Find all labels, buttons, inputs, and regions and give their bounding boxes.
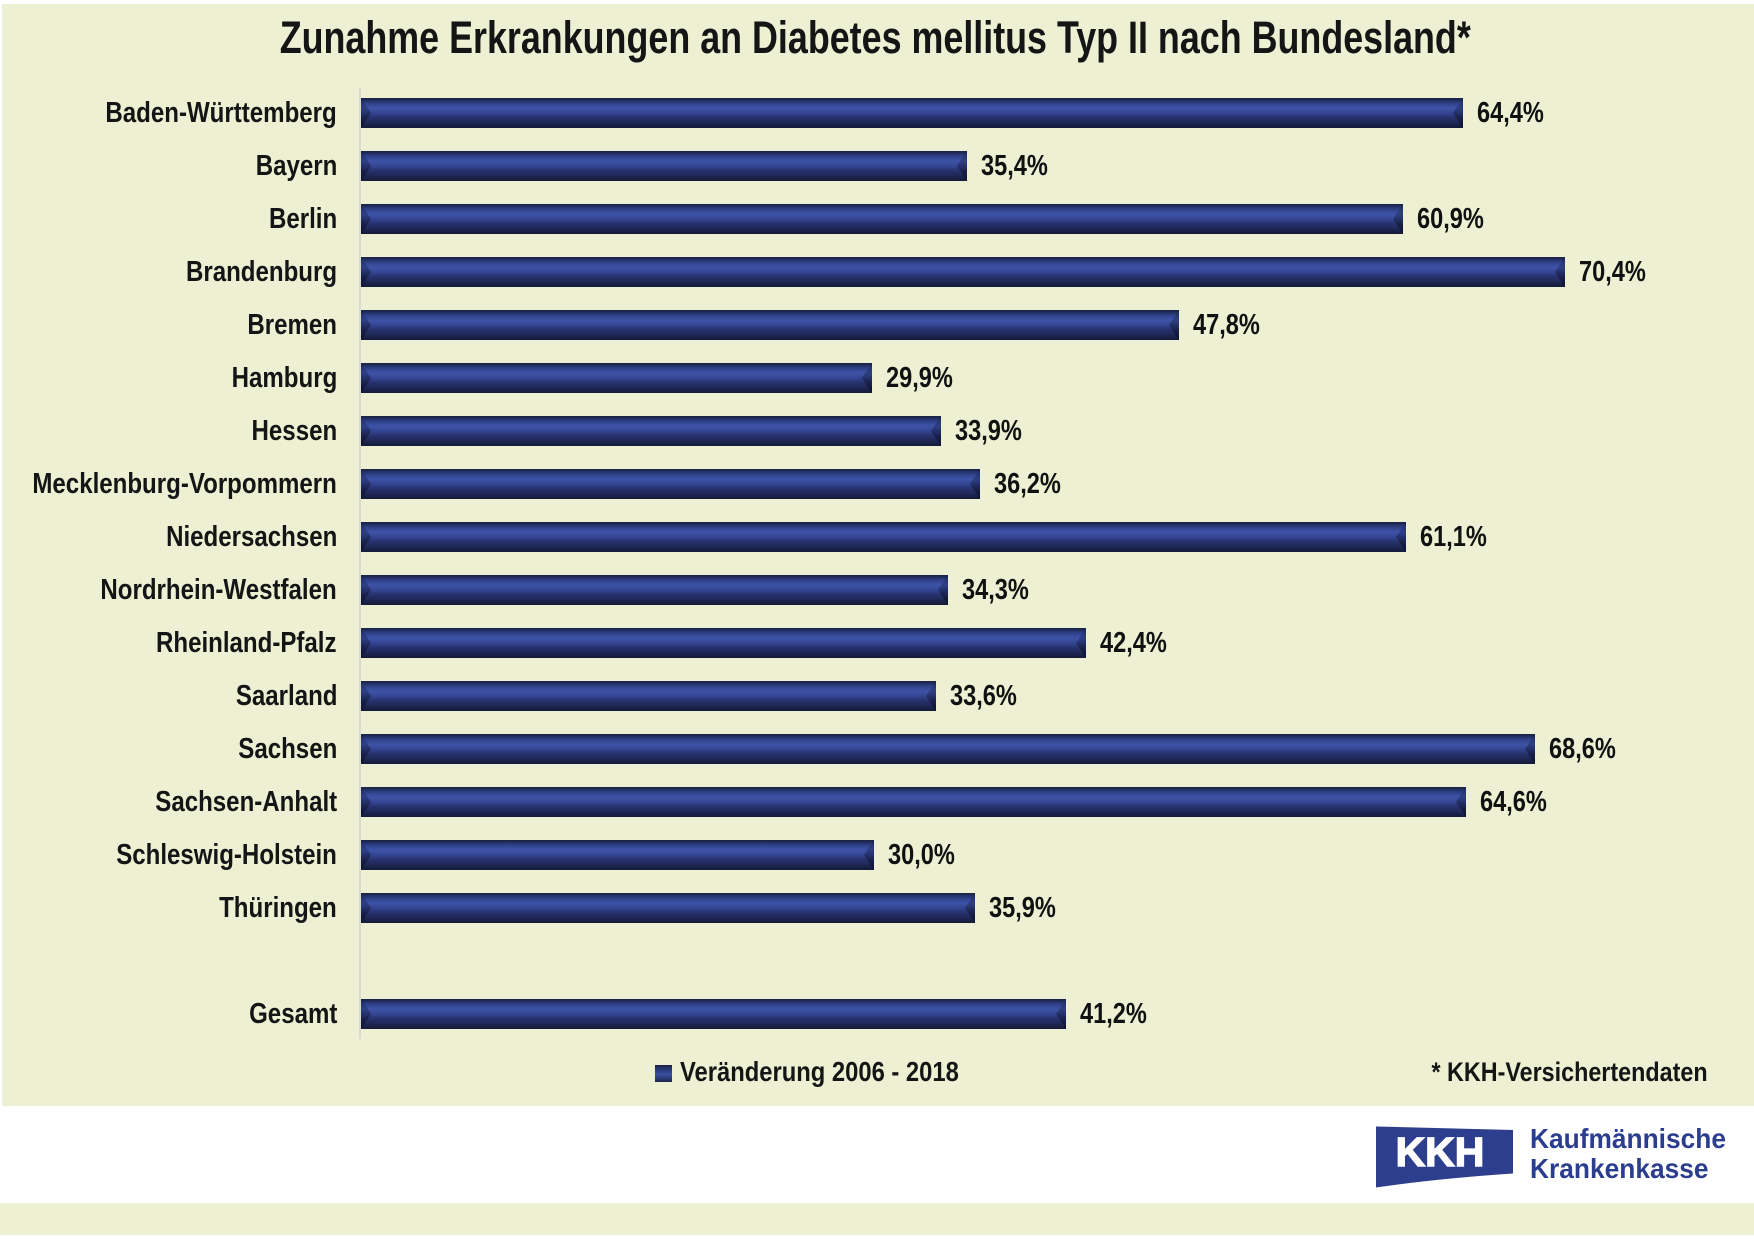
svg-text:KKH: KKH xyxy=(1396,1129,1485,1175)
